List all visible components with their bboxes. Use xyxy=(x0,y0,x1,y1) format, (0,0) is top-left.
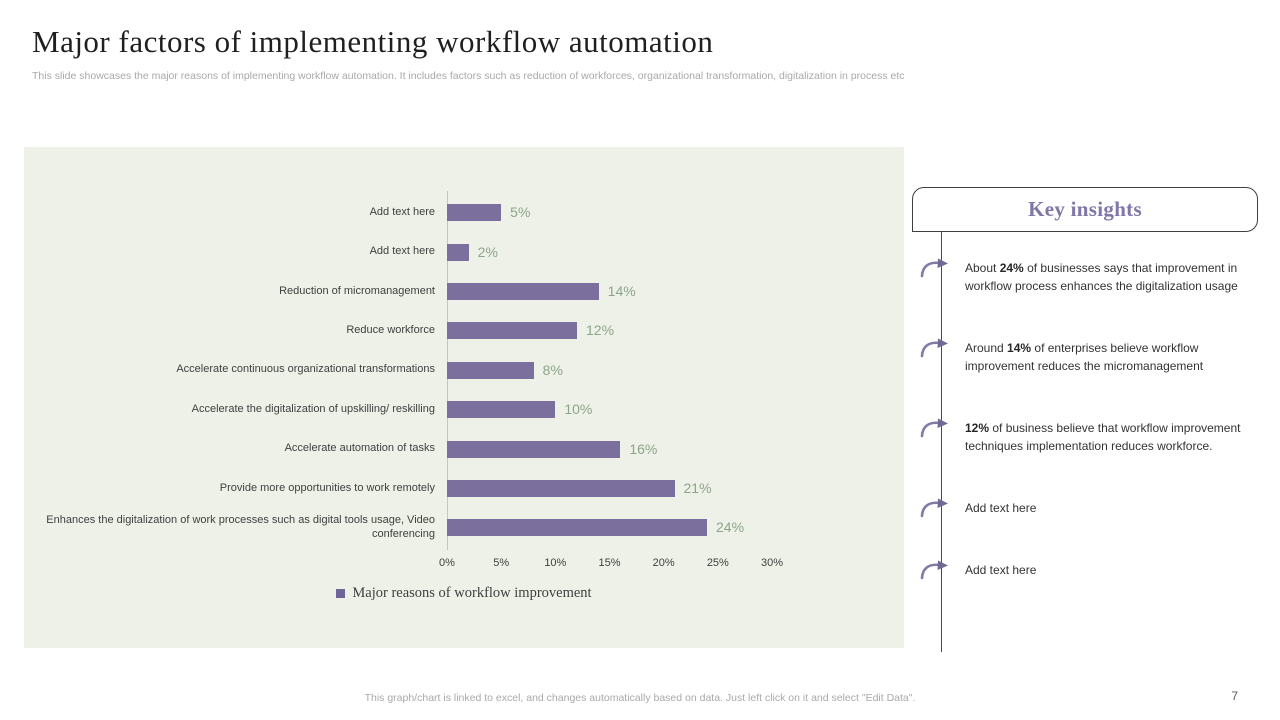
page-title: Major factors of implementing workflow a… xyxy=(32,24,714,59)
bar-track: 24% xyxy=(447,519,904,537)
category-label: Accelerate continuous organizational tra… xyxy=(176,363,435,376)
x-tick-label: 10% xyxy=(544,557,567,569)
bar-track: 21% xyxy=(447,479,904,497)
insight-text: Add text here xyxy=(965,501,1037,515)
bar-track: 16% xyxy=(447,440,904,458)
bar xyxy=(447,440,621,458)
insight-item: Around 14% of enterprises believe workfl… xyxy=(912,338,1258,375)
insight-text: 12% of business believe that workflow im… xyxy=(965,421,1241,453)
bar-value-label: 24% xyxy=(716,519,745,536)
bar xyxy=(447,401,556,419)
chart-row: Add text here 2% xyxy=(24,232,904,271)
bar-value-label: 10% xyxy=(564,401,593,418)
insight-item: Add text here xyxy=(912,498,1258,518)
x-tick-label: 25% xyxy=(706,557,729,569)
category-label: Accelerate the digitalization of upskill… xyxy=(191,402,435,415)
bar-value-label: 5% xyxy=(510,204,531,221)
page-number: 7 xyxy=(1231,689,1238,703)
chart-row: Accelerate continuous organizational tra… xyxy=(24,351,904,390)
category-label: Reduction of micromanagement xyxy=(279,284,435,297)
category-label: Add text here xyxy=(369,205,435,218)
chart-row: Reduce workforce 12% xyxy=(24,311,904,350)
bar xyxy=(447,282,599,300)
legend-label: Major reasons of workflow improvement xyxy=(352,585,592,601)
bar xyxy=(447,519,707,537)
key-insights-panel: Key insights About 24% of businesses say… xyxy=(912,187,1258,657)
chart-row: Enhances the digitalization of work proc… xyxy=(24,508,904,547)
bar-value-label: 21% xyxy=(683,479,712,496)
footer-note: This graph/chart is linked to excel, and… xyxy=(364,692,916,704)
insight-list: About 24% of businesses says that improv… xyxy=(912,232,1258,580)
bar-value-label: 16% xyxy=(629,440,658,457)
chart-row: Accelerate the digitalization of upskill… xyxy=(24,390,904,429)
x-tick-label: 5% xyxy=(493,557,510,569)
key-insights-title: Key insights xyxy=(1028,197,1142,221)
insight-text: Add text here xyxy=(965,563,1037,577)
x-tick-label: 0% xyxy=(439,557,455,569)
slide-subtitle: This slide showcases the major reasons o… xyxy=(32,70,905,82)
bar xyxy=(447,361,534,379)
curved-arrow-icon xyxy=(919,557,951,581)
x-tick-label: 20% xyxy=(652,557,675,569)
category-label: Provide more opportunities to work remot… xyxy=(219,481,435,494)
bar-track: 5% xyxy=(447,204,904,222)
slide-header: Major factors of implementing workflow a… xyxy=(32,24,1248,82)
insight-text: About 24% of businesses says that improv… xyxy=(965,261,1238,293)
workflow-bar-chart[interactable]: Add text here 5% Add text here 2% Reduction … xyxy=(24,147,904,648)
chart-row: Reduction of micromanagement 14% xyxy=(24,272,904,311)
category-label: Add text here xyxy=(369,245,435,258)
legend-swatch xyxy=(336,589,346,598)
category-label: Reduce workforce xyxy=(346,323,435,336)
category-label: Accelerate automation of tasks xyxy=(284,442,435,455)
bar xyxy=(447,204,502,222)
bar-value-label: 8% xyxy=(542,361,563,378)
bar xyxy=(447,243,469,261)
curved-arrow-icon xyxy=(919,335,951,359)
insight-text: Around 14% of enterprises believe workfl… xyxy=(965,341,1204,373)
x-tick-label: 15% xyxy=(598,557,621,569)
chart-row: Accelerate automation of tasks 16% xyxy=(24,429,904,468)
key-insights-header: Key insights xyxy=(912,187,1258,232)
bar-value-label: 12% xyxy=(586,322,615,339)
bar xyxy=(447,322,577,340)
chart-rows: Add text here 5% Add text here 2% Reduction … xyxy=(24,193,904,548)
insight-item: About 24% of businesses says that improv… xyxy=(912,258,1258,295)
bar-track: 10% xyxy=(447,401,904,419)
x-tick-label: 30% xyxy=(760,557,784,569)
category-label: Enhances the digitalization of work proc… xyxy=(46,514,435,540)
insight-item: Add text here xyxy=(912,560,1258,580)
bar-value-label: 2% xyxy=(477,243,498,260)
chart-row: Add text here 5% xyxy=(24,193,904,232)
chart-row: Provide more opportunities to work remot… xyxy=(24,469,904,508)
curved-arrow-icon xyxy=(919,255,951,279)
bar xyxy=(447,479,675,497)
chart-legend: Major reasons of workflow improvement xyxy=(24,585,904,602)
curved-arrow-icon xyxy=(919,415,951,439)
bar-track: 2% xyxy=(447,243,904,261)
curved-arrow-icon xyxy=(919,495,951,519)
connector-line xyxy=(941,232,942,652)
bar-track: 8% xyxy=(447,361,904,379)
bar-track: 12% xyxy=(447,322,904,340)
x-axis: 0% 5% 10% 15% 20% 25% 30% xyxy=(439,557,783,571)
insight-item: 12% of business believe that workflow im… xyxy=(912,418,1258,455)
bar-track: 14% xyxy=(447,282,904,300)
bar-value-label: 14% xyxy=(607,282,636,299)
